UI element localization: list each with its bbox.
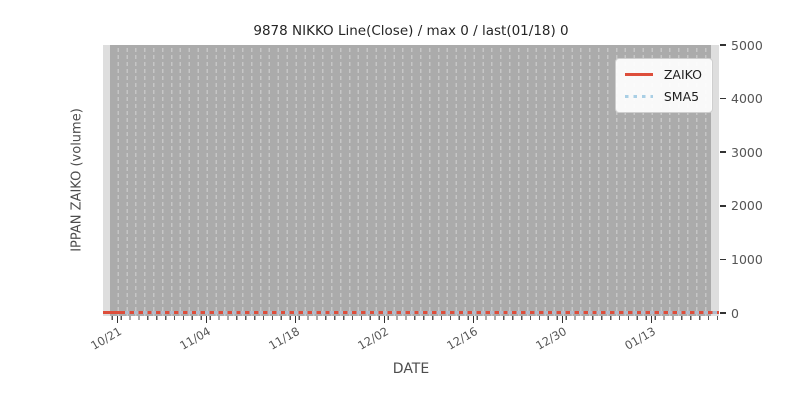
sma5-dotted-swatch (624, 94, 653, 99)
y-tick-label: 1000 (731, 251, 763, 267)
x-major-tick (473, 316, 475, 323)
legend-label-zaiko: ZAIKO (663, 67, 702, 82)
legend-item-zaiko: ZAIKO (624, 67, 702, 82)
y-axis-label: IPPAN ZAIKO (volume) (69, 108, 85, 252)
x-major-tick (206, 316, 208, 323)
zaiko-line-swatch (624, 73, 653, 76)
y-tick: 4000 (720, 91, 763, 107)
y-tick-mark (720, 97, 726, 100)
legend: ZAIKO SMA5 (614, 58, 713, 113)
y-tick: 5000 (720, 37, 763, 53)
y-tick-mark (720, 258, 726, 261)
y-tick-label: 3000 (731, 144, 763, 160)
y-tick-mark (720, 151, 726, 153)
legend-item-sma5: SMA5 (624, 89, 702, 104)
x-major-tick (384, 316, 386, 323)
sma5-dotted-line-series (125, 311, 717, 314)
chart-title: 9878 NIKKO Line(Close) / max 0 / last(01… (253, 23, 569, 39)
x-major-tick (562, 316, 564, 323)
x-major-tick (651, 316, 653, 323)
y-tick: 2000 (720, 198, 763, 214)
x-axis-minor-ticks (104, 316, 720, 320)
plot-area: ZAIKO SMA5 (103, 45, 719, 316)
x-major-tick (117, 316, 119, 323)
y-tick-label: 2000 (731, 198, 763, 214)
y-tick-mark (720, 205, 726, 207)
legend-label-sma5: SMA5 (663, 89, 700, 104)
y-tick-label: 5000 (731, 37, 763, 53)
y-tick-mark (720, 44, 726, 46)
x-major-tick (295, 316, 297, 323)
y-tick: 0 (720, 305, 739, 321)
y-tick-mark (720, 312, 726, 314)
x-axis-label: DATE (392, 361, 430, 377)
vertical-dashed-gridlines (110, 45, 711, 316)
y-tick-label: 0 (731, 305, 739, 321)
y-tick-label: 4000 (731, 91, 763, 107)
y-tick: 3000 (720, 144, 763, 160)
y-tick: 1000 (720, 251, 763, 267)
